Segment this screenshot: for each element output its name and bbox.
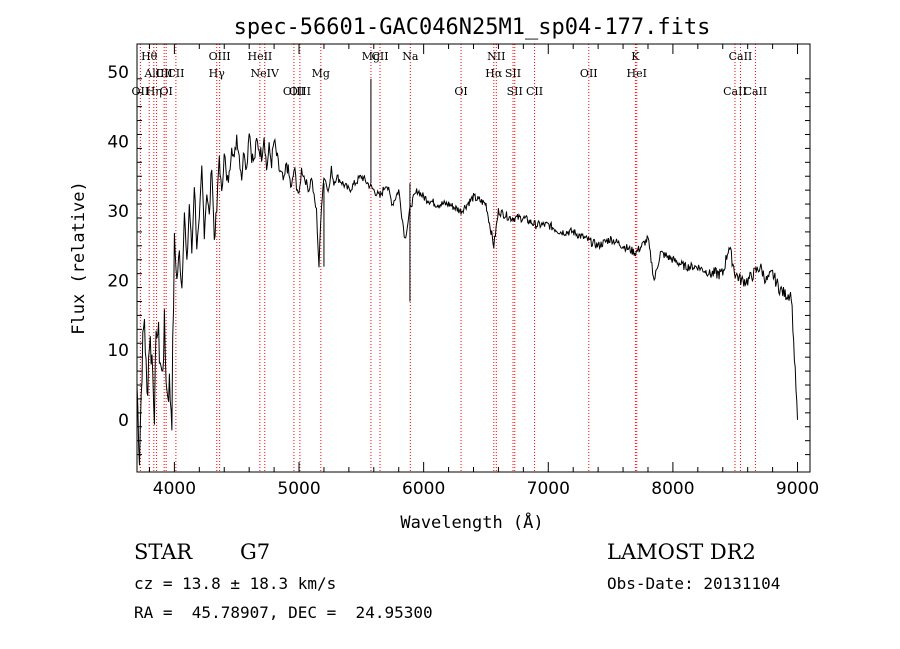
x-tick-label: 5000 [277, 479, 320, 499]
y-tick-label: 50 [107, 63, 129, 83]
y-tick-label: 40 [107, 132, 129, 152]
line-label: Hγ [209, 67, 226, 80]
line-label: Hθ [141, 50, 158, 63]
object-subclass: G7 [240, 540, 271, 564]
x-tick-label: 8000 [651, 479, 694, 499]
x-axis-label: Wavelength (Å) [400, 511, 543, 533]
line-label: NII [487, 50, 505, 63]
line-label: NeIV [251, 67, 280, 80]
line-label: CII [371, 50, 388, 63]
x-axis-ticks: 4000 5000 6000 7000 8000 9000 [148, 44, 819, 499]
line-label: OIII [209, 50, 231, 63]
line-label: SII [505, 67, 521, 80]
x-tick-label: 7000 [527, 479, 570, 499]
line-label: OIII [283, 85, 305, 98]
spectral-line-markers [139, 44, 756, 472]
line-label: Na [402, 50, 419, 63]
y-tick-label: 10 [107, 341, 129, 361]
y-axis-ticks: 0 10 20 30 40 50 [107, 63, 810, 456]
x-tick-label: 9000 [776, 479, 819, 499]
line-label: OII [580, 67, 598, 80]
line-label: CII [167, 67, 184, 80]
line-label: HeII [247, 50, 272, 63]
spectrum-series-line [136, 133, 798, 466]
chart-title: spec-56601-GAC046N25M1_sp04-177.fits [234, 15, 711, 40]
ra-dec-coordinates: RA = 45.78907, DEC = 24.95300 [134, 603, 433, 622]
line-label: CaII [744, 85, 768, 98]
line-label: AlIII [143, 67, 169, 80]
observation-date: Obs-Date: 20131104 [607, 574, 781, 593]
line-label: OI [159, 85, 172, 98]
line-label: CaII [729, 50, 753, 63]
line-label: Hη [146, 85, 162, 98]
y-tick-label: 30 [107, 202, 129, 222]
y-tick-label: 20 [107, 272, 129, 292]
line-label: Mg [312, 67, 330, 80]
x-tick-label: 6000 [402, 479, 445, 499]
x-tick-label: 4000 [153, 479, 196, 499]
line-label: K [631, 50, 640, 63]
plot-frame [136, 43, 811, 473]
line-label: OI [454, 85, 467, 98]
line-label: Mg [362, 50, 380, 63]
line-label: SII [507, 85, 523, 98]
spectral-line-labels: HθAlIIIOIIHηCIIOICIIOIIIHγHeIINeIVOIIIOI… [132, 50, 768, 98]
line-label: OIII [289, 85, 311, 98]
line-label: CII [526, 85, 543, 98]
survey-name: LAMOST DR2 [607, 540, 756, 564]
line-label: CII [156, 67, 173, 80]
line-label: HeI [627, 67, 647, 80]
object-class: STAR [134, 540, 193, 564]
spectrum-spikes [323, 78, 411, 302]
redshift-cz: cz = 13.8 ± 18.3 km/s [134, 574, 337, 593]
y-axis-label: Flux (relative) [69, 181, 89, 335]
line-label: Hα [485, 67, 503, 80]
y-tick-label: 0 [118, 411, 129, 431]
line-label: OII [132, 85, 150, 98]
line-label: CaII [723, 85, 747, 98]
